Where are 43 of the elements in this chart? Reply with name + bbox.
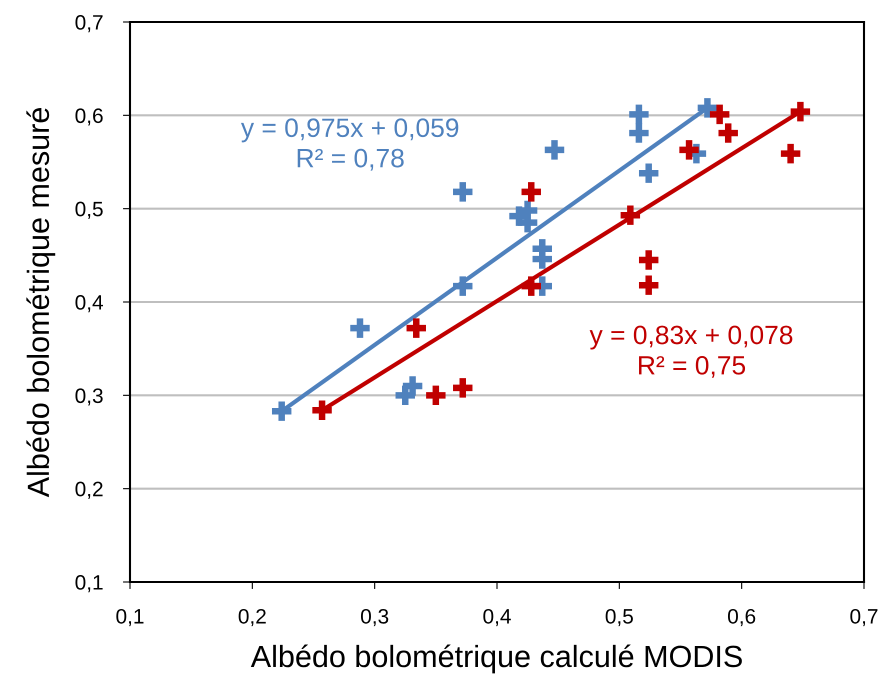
point	[718, 123, 738, 143]
y-tick-label: 0,4	[75, 295, 104, 312]
point	[406, 318, 426, 338]
point	[629, 104, 649, 124]
point	[453, 182, 472, 202]
x-tick-label: 0,2	[238, 608, 266, 626]
point	[620, 205, 640, 225]
y-axis-title: Albédo bolométrique mesuré	[26, 108, 56, 498]
y-tick-label: 0,1	[75, 575, 103, 592]
y-tick-label: 0,2	[75, 482, 103, 499]
point	[638, 250, 658, 270]
point	[402, 376, 422, 396]
point	[780, 144, 800, 164]
point	[544, 140, 564, 160]
x-tick-label: 0,6	[728, 608, 756, 626]
point	[453, 378, 472, 398]
point	[638, 275, 658, 295]
point	[312, 400, 332, 420]
point	[790, 102, 810, 122]
annotation: y = 0,975x + 0,059 R² = 0,78	[240, 118, 458, 171]
y-tick-label: 0,3	[75, 388, 103, 406]
point	[272, 401, 292, 421]
point	[518, 212, 538, 232]
point	[453, 276, 472, 296]
point	[710, 104, 730, 124]
x-tick-label: 0,4	[483, 608, 511, 626]
y-tick-label: 0,6	[75, 108, 103, 126]
annotation: y = 0,83x + 0,078 R² = 0,75	[590, 326, 792, 378]
point	[522, 276, 541, 296]
point	[638, 163, 658, 183]
x-axis-title: Albédo bolométrique calculé MODIS	[250, 644, 742, 674]
point	[629, 123, 649, 143]
point	[350, 318, 370, 338]
x-tick-label: 0,7	[850, 608, 878, 626]
x-tick-label: 0,3	[361, 608, 388, 626]
x-tick-label: 0,5	[606, 608, 633, 626]
point	[679, 140, 699, 160]
x-tick-label: 0,1	[116, 608, 144, 626]
point	[522, 182, 541, 202]
y-tick-label: 0,5	[75, 202, 103, 219]
point	[426, 386, 446, 406]
point	[698, 98, 718, 118]
y-tick-label: 0,7	[75, 15, 103, 32]
